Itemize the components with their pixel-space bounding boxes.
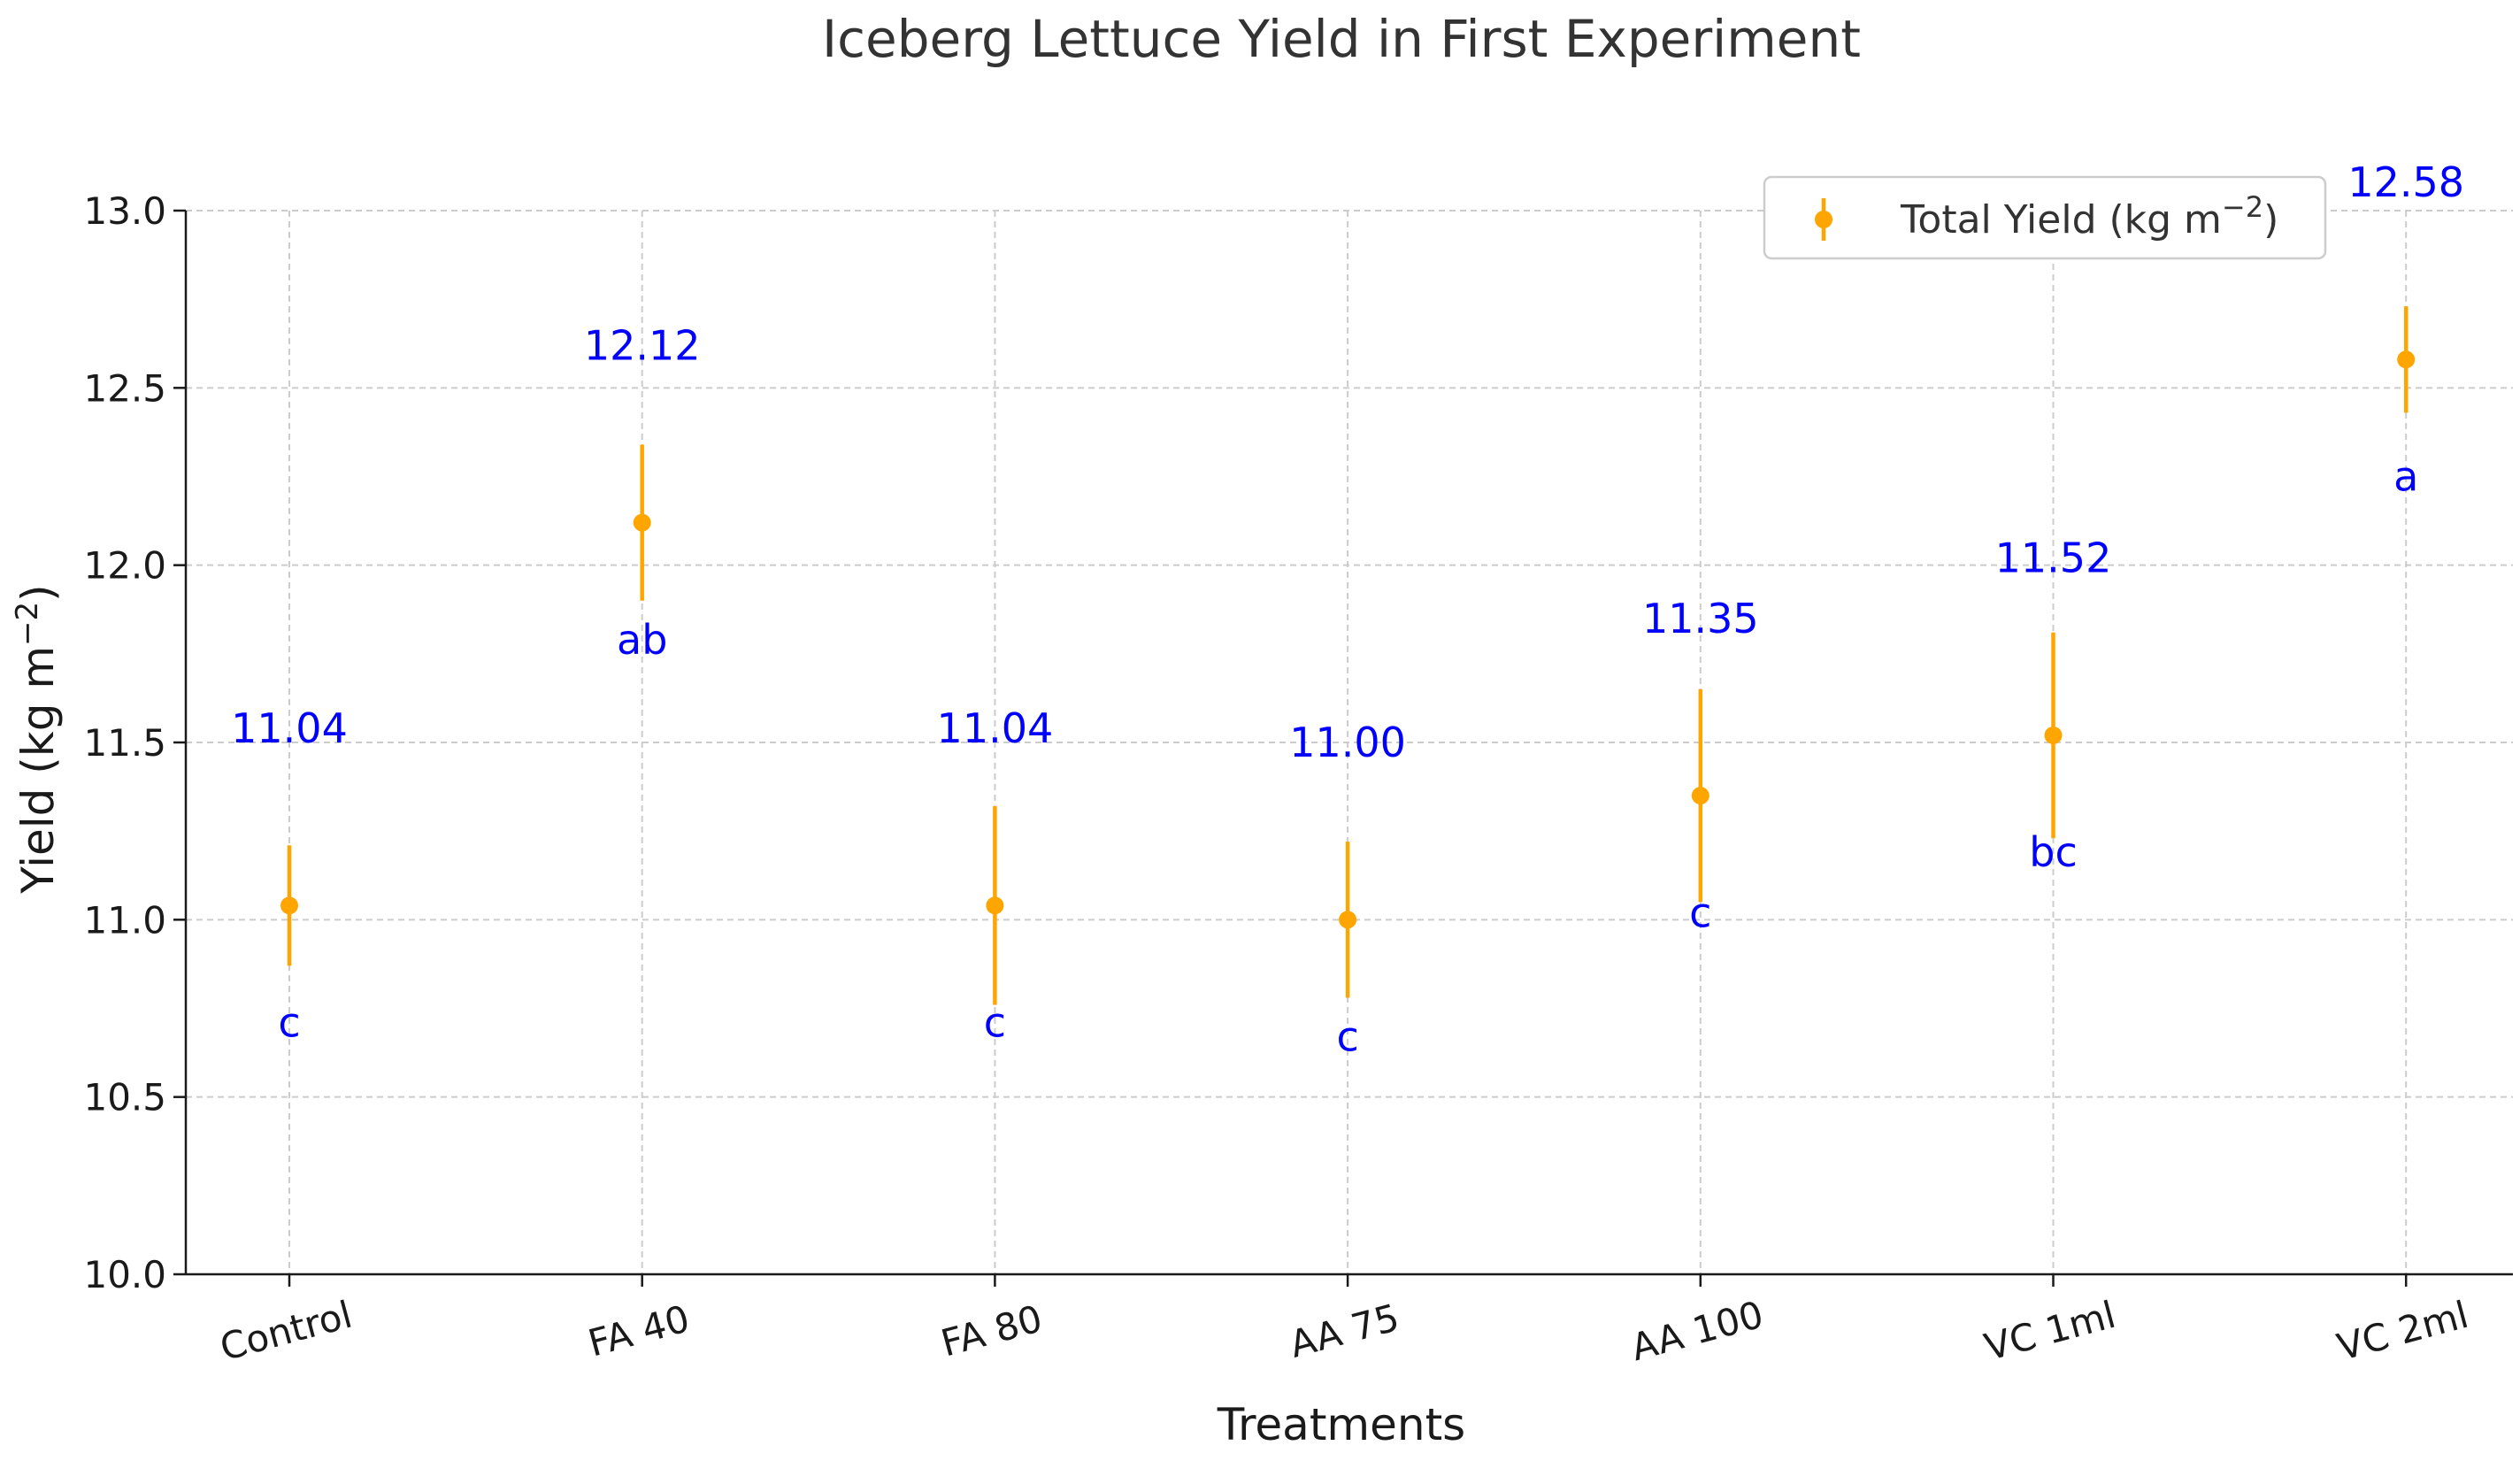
data-point — [986, 896, 1004, 915]
y-tick-label: 10.0 — [83, 1253, 166, 1296]
value-label: 11.35 — [1642, 595, 1759, 642]
x-tick-label: Control — [216, 1293, 357, 1370]
value-label: 11.00 — [1289, 719, 1406, 766]
y-tick-label: 10.5 — [83, 1076, 166, 1119]
value-label: 11.04 — [937, 704, 1054, 752]
legend-label-main: Total Yield (kg m — [1900, 197, 2222, 242]
legend-label-suffix: ) — [2263, 197, 2278, 242]
x-tick-label: FA 80 — [936, 1296, 1047, 1365]
chart-title: Iceberg Lettuce Yield in First Experimen… — [822, 9, 1861, 69]
y-tick-label: 12.0 — [83, 544, 166, 588]
significance-letter: c — [1336, 1013, 1358, 1061]
legend-marker-point — [1815, 211, 1832, 228]
x-axis-title: Treatments — [1217, 1399, 1465, 1450]
value-label: 12.58 — [2347, 158, 2464, 206]
data-points — [280, 306, 2416, 1005]
legend: Total Yield (kg m−2) — [1763, 175, 2327, 260]
x-tick-label: VC 2ml — [2332, 1293, 2472, 1369]
annotations: 11.04 c 12.12 ab 11.04 c 11.00 c 11.35 c 11.52 bc 12… — [231, 158, 2464, 1061]
data-point — [1691, 787, 1709, 805]
significance-letter: bc — [2029, 828, 2078, 876]
significance-letter: c — [278, 999, 300, 1047]
data-point — [633, 513, 651, 532]
data-point — [2044, 726, 2063, 744]
y-tick-label: 13.0 — [83, 189, 166, 233]
data-point — [2397, 350, 2416, 369]
y-axis-title-superscript: −2 — [10, 602, 45, 646]
significance-letter: c — [984, 999, 1006, 1047]
y-axis-title: Yield (kg m−2) — [10, 584, 64, 894]
y-axis-title-main: Yield (kg m — [12, 646, 64, 895]
significance-letter: a — [2393, 453, 2418, 501]
data-point — [280, 896, 298, 915]
value-label: 11.52 — [1995, 534, 2112, 582]
legend-frame — [1763, 175, 2327, 260]
gridlines — [186, 210, 2513, 1275]
significance-letter: c — [1689, 888, 1711, 936]
x-tick-label: FA 40 — [584, 1296, 695, 1365]
y-tick-label: 11.0 — [83, 898, 166, 942]
data-point — [1339, 911, 1357, 929]
x-tick-label: AA 100 — [1626, 1293, 1768, 1370]
significance-letter: ab — [617, 616, 667, 664]
x-tick-label: AA 75 — [1285, 1296, 1403, 1366]
x-ticks: Control FA 40 FA 80 AA 75 AA 100 VC 1ml VC 2ml — [216, 1274, 2473, 1369]
y-tick-label: 12.5 — [83, 366, 166, 410]
legend-label-superscript: −2 — [2222, 190, 2263, 224]
y-axis-title-suffix: ) — [12, 584, 64, 602]
y-tick-label: 11.5 — [83, 721, 166, 765]
x-tick-label: VC 1ml — [1980, 1293, 2120, 1369]
value-label: 11.04 — [231, 704, 348, 752]
value-label: 12.12 — [584, 321, 701, 369]
y-ticks: 10.0 10.5 11.0 11.5 12.0 12.5 13.0 — [83, 189, 186, 1296]
legend-label: Total Yield (kg m−2) — [1900, 190, 2278, 242]
